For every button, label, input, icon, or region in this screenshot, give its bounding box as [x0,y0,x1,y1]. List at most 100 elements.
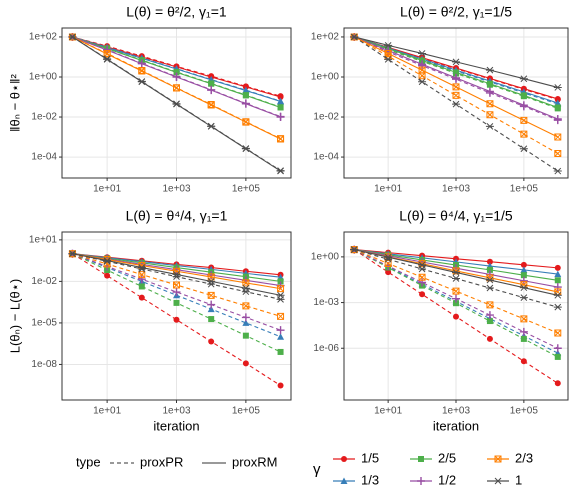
marker [418,50,427,57]
y-tick-label: 1e+00 [29,72,58,83]
x-axis-title: iteration [433,418,479,433]
panel-border [61,27,292,179]
marker [242,87,250,94]
plot-area [350,32,562,175]
marker [277,348,284,355]
marker [553,283,562,292]
marker [241,145,250,153]
marker [519,101,528,110]
marker [519,145,528,153]
marker [486,301,494,309]
marker [137,264,146,271]
marker [208,338,215,345]
legend-gamma-title: γ [313,461,321,478]
x-tick-label: 1e+01 [93,406,122,417]
marker [519,284,528,292]
y-tick-label: 1e+02 [311,32,340,43]
y-axis-title: L(θₙ) − L(θ⋆) [7,279,22,353]
marker [452,73,460,82]
y-tick-label: 1e-06 [313,343,339,354]
y-tick-label: 1e+00 [311,252,340,263]
marker [485,66,494,74]
marker [486,258,493,265]
marker [553,303,562,311]
marker [485,123,494,130]
y-tick-label: 1e-03 [313,297,339,308]
marker [520,92,527,99]
marker [418,273,426,281]
marker [277,135,285,143]
x-tick-label: 1e+05 [510,184,539,195]
legend-label: 1/2 [438,472,456,487]
marker [341,456,347,462]
marker [276,326,285,335]
x-tick-label: 1e+01 [374,184,403,195]
marker [553,344,562,353]
marker [486,318,493,325]
marker [519,327,528,336]
marker [350,246,359,253]
marker [453,313,459,320]
marker [138,271,146,279]
marker [553,84,562,91]
marker [276,167,285,175]
marker [519,294,528,302]
y-tick-label: 1e+00 [311,72,340,83]
x-tick-label: 1e+01 [374,406,403,417]
marker [554,99,562,107]
marker [384,42,393,49]
marker [241,99,250,108]
y-tick-label: 1e-02 [313,112,339,123]
marker [68,33,77,41]
marker [172,72,181,81]
marker [242,360,249,367]
marker [553,291,562,299]
marker [173,281,180,289]
legend-label: 1/3 [361,472,379,487]
marker [453,69,459,76]
marker [554,95,561,102]
legend-label: 1/5 [361,450,379,465]
marker [172,288,181,297]
marker [485,276,494,284]
marker [452,100,460,108]
marker [494,477,502,485]
marker [242,319,250,326]
marker [553,114,562,123]
marker [418,456,424,462]
y-tick-label: 1e-04 [313,152,339,163]
marker [137,59,146,68]
marker [277,278,284,285]
marker [486,335,493,342]
legend-label: 2/3 [515,450,533,465]
marker [241,284,250,292]
panel-title: L(θ) = θ²/2, γ₁=1/5 [400,4,512,20]
marker [138,294,145,301]
y-tick-label: 1e-08 [31,359,57,370]
marker [554,329,562,337]
marker [452,287,460,295]
marker [207,86,216,95]
marker [207,278,216,285]
marker [553,167,562,175]
marker [277,94,284,101]
marker [137,78,146,86]
marker [208,316,215,323]
y-tick-label: 1e-05 [31,318,57,329]
marker [452,83,460,91]
marker [103,56,112,63]
x-tick-label: 1e+05 [232,184,261,195]
marker [172,100,181,108]
marker [242,118,250,126]
x-tick-label: 1e+01 [93,184,122,195]
marker [173,299,180,306]
marker [277,104,284,111]
marker [137,275,146,284]
marker [520,358,527,365]
marker [452,275,460,282]
marker [207,123,216,130]
marker [138,283,145,290]
marker [486,100,494,108]
marker [207,291,215,299]
